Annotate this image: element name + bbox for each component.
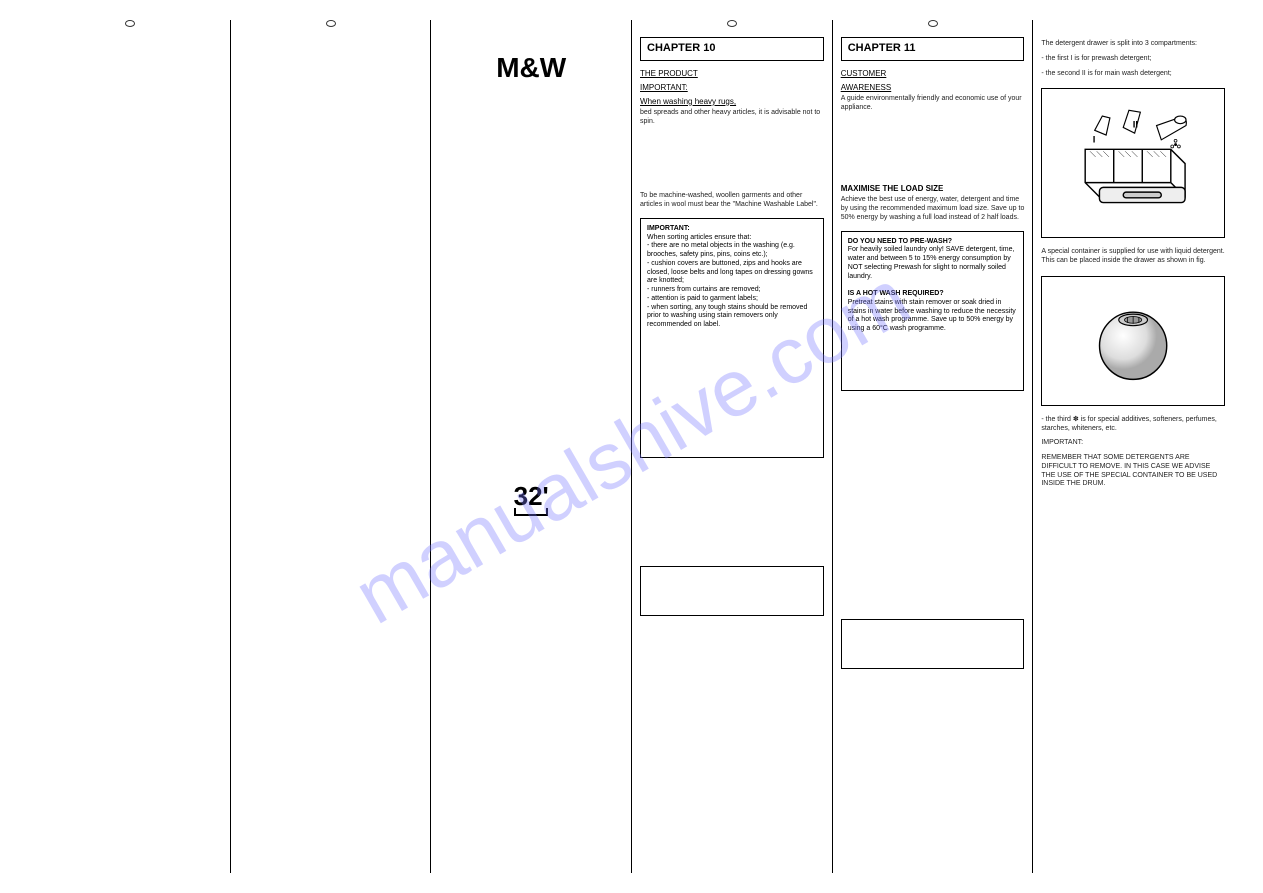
drawer-label-one: I	[1093, 134, 1096, 145]
note-box-5	[841, 619, 1025, 669]
col6-bullet2: - the second II is for main wash deterge…	[1041, 70, 1225, 79]
heading-32-text: 32'	[514, 481, 549, 511]
column-3: M&W 32'	[430, 20, 631, 873]
col5-underline1: CUSTOMER	[841, 69, 1025, 79]
detergent-drawer-illustration: I II	[1041, 88, 1225, 238]
dosing-ball-illustration	[1041, 276, 1225, 406]
col4-underline3: When washing heavy rugs,	[640, 97, 824, 107]
page-marker-icon	[326, 20, 336, 27]
col5-para2: For heavily soiled laundry only! SAVE de…	[848, 246, 1018, 281]
col4-warning-text: When sorting articles ensure that: - the…	[647, 234, 817, 330]
column-6: The detergent drawer is split into 3 com…	[1032, 20, 1233, 873]
column-4: CHAPTER 10 THE PRODUCT IMPORTANT: When w…	[631, 20, 832, 873]
col5-intro: A guide environmentally friendly and eco…	[841, 95, 1025, 113]
col4-warning-title: IMPORTANT:	[647, 225, 690, 232]
col4-underline1: THE PRODUCT	[640, 69, 824, 79]
col5-para3: Pretreat stains with stain remover or so…	[848, 299, 1018, 334]
column-1	[30, 20, 230, 873]
column-5: CHAPTER 11 CUSTOMER AWARENESS A guide en…	[832, 20, 1033, 873]
col5-subhead1: MAXIMISE THE LOAD SIZE	[841, 184, 1025, 194]
column-2	[230, 20, 431, 873]
col5-subhead2: DO YOU NEED TO PRE-WASH?	[848, 238, 952, 245]
ball-icon	[1065, 293, 1201, 389]
col4-para1: To be machine-washed, woollen garments a…	[640, 192, 824, 210]
heading-32: 32'	[439, 480, 623, 513]
warning-box-4: IMPORTANT: When sorting articles ensure …	[640, 218, 824, 458]
page-marker-icon	[125, 20, 135, 27]
col6-warning-title: IMPORTANT:	[1041, 439, 1225, 448]
chapter-title-5: CHAPTER 11	[841, 37, 1025, 61]
warning-box-5: DO YOU NEED TO PRE-WASH? For heavily soi…	[841, 231, 1025, 391]
col6-para-after: - the third ✽ is for special additives, …	[1041, 416, 1225, 434]
col6-warning-text: REMEMBER THAT SOME DETERGENTS ARE DIFFIC…	[1041, 454, 1225, 489]
note-box-4	[640, 566, 824, 616]
col5-para1: Achieve the best use of energy, water, d…	[841, 196, 1025, 222]
col4-intro: bed spreads and other heavy articles, it…	[640, 109, 824, 127]
col6-bullet3: A special container is supplied for use …	[1041, 248, 1225, 266]
col5-underline2: AWARENESS	[841, 83, 1025, 93]
drawer-icon: I II	[1051, 97, 1215, 230]
chapter-title-4: CHAPTER 10	[640, 37, 824, 61]
page-columns: M&W 32' CHAPTER 10 THE PRODUCT IMPORTANT…	[0, 0, 1263, 893]
heading-mw: M&W	[439, 50, 623, 85]
col4-underline2: IMPORTANT:	[640, 83, 824, 93]
page-marker-icon	[928, 20, 938, 27]
col6-intro: The detergent drawer is split into 3 com…	[1041, 40, 1225, 49]
page-marker-icon	[727, 20, 737, 27]
drawer-label-two: II	[1133, 119, 1138, 130]
col5-subhead3: IS A HOT WASH REQUIRED?	[848, 290, 944, 297]
col6-bullet1: - the first I is for prewash detergent;	[1041, 55, 1225, 64]
